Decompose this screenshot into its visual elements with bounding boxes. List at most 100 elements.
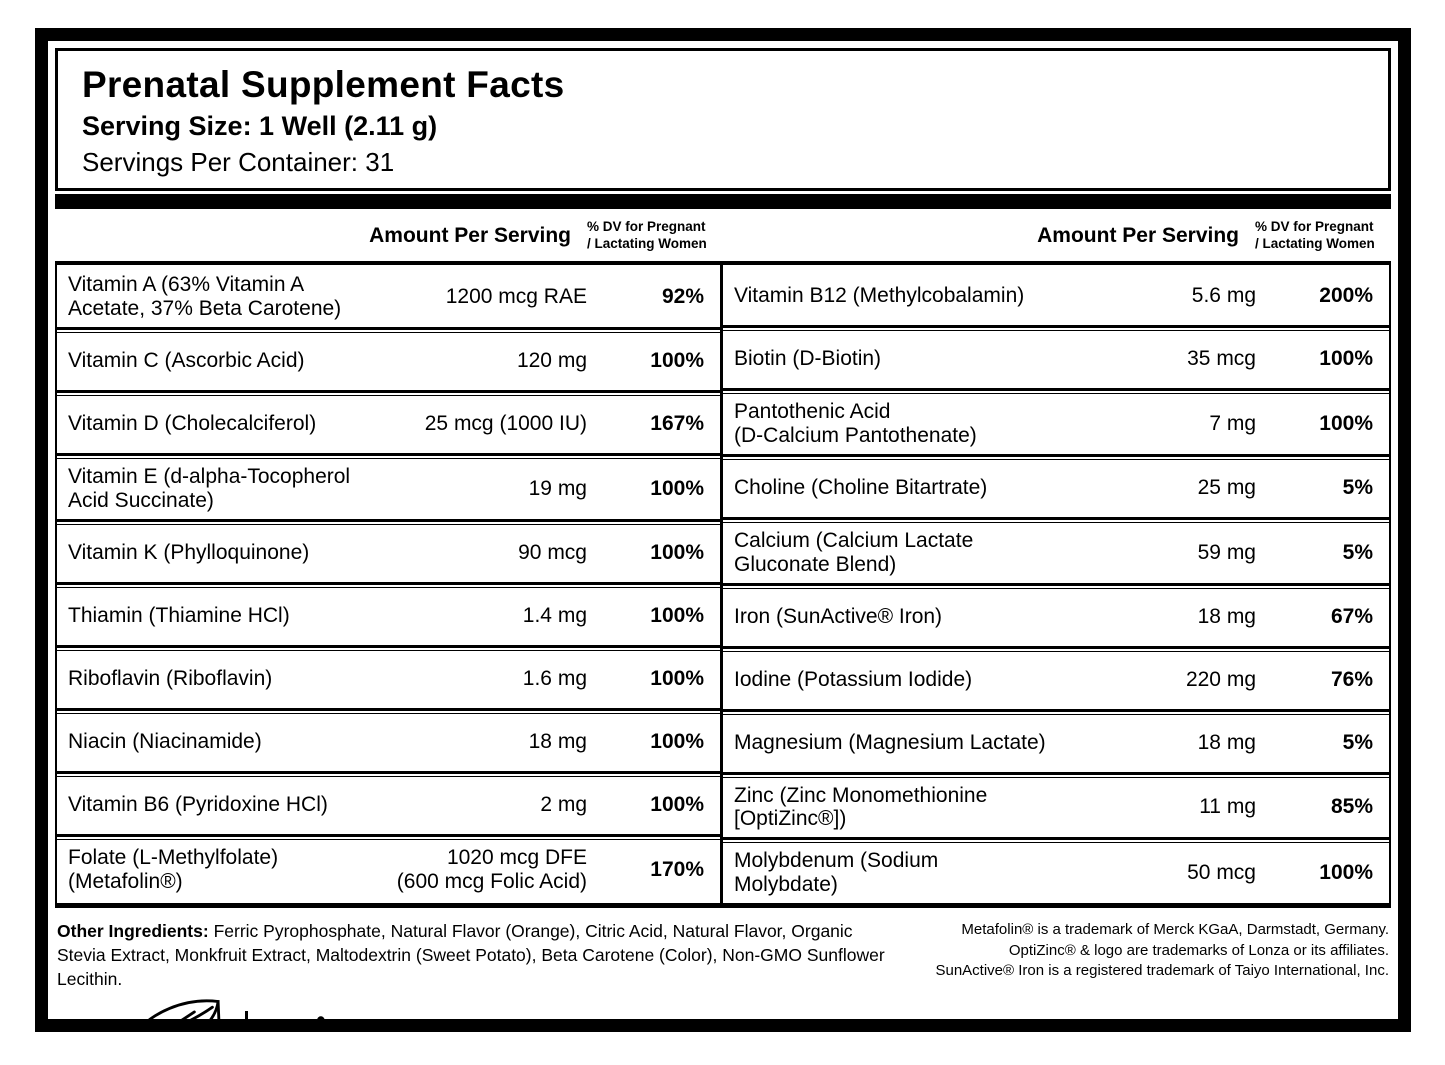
nutrient-name: Niacin (Niacinamide) bbox=[68, 730, 262, 754]
nutrient-dv: 100% bbox=[650, 349, 704, 373]
nutrient-name: Iron (SunActive® Iron) bbox=[734, 605, 943, 629]
amount-per-serving-header-left: Amount Per Serving bbox=[369, 223, 571, 247]
nutrient-dv: 92% bbox=[661, 284, 704, 308]
nutrient-name: Calcium (Calcium Lactate Gluconate Blend… bbox=[734, 528, 974, 576]
nutrient-amount: 25 mg bbox=[1197, 476, 1256, 500]
table-row: Molybdenum (Sodium Molybdate) 50 mcg 100% bbox=[723, 842, 1389, 903]
footer-text-section: Other Ingredients: Ferric Pyrophosphate,… bbox=[55, 920, 1391, 991]
nutrient-name: Vitamin C (Ascorbic Acid) bbox=[68, 349, 305, 373]
optizinc-o-glyph: Ø bbox=[284, 1015, 320, 1019]
table-row: Vitamin C (Ascorbic Acid) 120 mg 100% bbox=[57, 331, 720, 393]
nutrient-amount: 1.6 mg bbox=[522, 667, 587, 691]
table-row: Iodine (Potassium Iodide) 220 mg 76% bbox=[723, 650, 1389, 712]
nutrient-amount: 1200 mcg RAE bbox=[445, 284, 587, 308]
nutrient-dv: 5% bbox=[1342, 540, 1373, 564]
servings-per-container: Servings Per Container: 31 bbox=[82, 147, 395, 177]
trademark-line: OptiZinc® & logo are trademarks of Lonza… bbox=[1008, 941, 1389, 959]
table-row: Biotin (D-Biotin) 35 mcg 100% bbox=[723, 329, 1389, 391]
table-row: Vitamin K (Phylloquinone) 90 mcg 100% bbox=[57, 523, 720, 585]
nutrient-amount: 59 mg bbox=[1197, 540, 1256, 564]
nutrient-amount: 1020 mcg DFE (600 mcg Folic Acid) bbox=[396, 845, 587, 893]
nutrient-name: Vitamin K (Phylloquinone) bbox=[68, 541, 310, 565]
nutrient-amount: 1.4 mg bbox=[522, 604, 587, 628]
nutrient-name: Vitamin B6 (Pyridoxine HCl) bbox=[68, 793, 328, 817]
orbit-icon bbox=[317, 1016, 325, 1019]
logo-divider bbox=[245, 1011, 249, 1019]
brand-logos: METAFOLIN® Ø ptiZinc® bbox=[55, 999, 1391, 1032]
table-row: Choline (Choline Bitartrate) 25 mg 5% bbox=[723, 458, 1389, 520]
serving-size: Serving Size: 1 Well (2.11 g) bbox=[82, 111, 438, 141]
table-row: Pantothenic Acid (D-Calcium Pantothenate… bbox=[723, 392, 1389, 457]
table-row: Vitamin E (d-alpha-Tocopherol Acid Succi… bbox=[57, 457, 720, 522]
trademark-line: SunActive® Iron is a registered trademar… bbox=[935, 961, 1389, 979]
other-ingredients: Other Ingredients: Ferric Pyrophosphate,… bbox=[57, 920, 896, 991]
table-row: Vitamin D (Cholecalciferol) 25 mcg (1000 … bbox=[57, 394, 720, 456]
other-ingredients-label: Other Ingredients: bbox=[57, 921, 209, 942]
column-headers: Amount Per Serving % DV for Pregnant / L… bbox=[55, 209, 1391, 265]
trademark-notes: Metafolin® is a trademark of Merck KGaA,… bbox=[896, 920, 1389, 991]
nutrient-dv: 100% bbox=[1319, 411, 1373, 435]
nutrient-dv: 5% bbox=[1342, 476, 1373, 500]
nutrient-amount: 18 mg bbox=[528, 730, 587, 754]
table-row: Vitamin A (63% Vitamin A Acetate, 37% Be… bbox=[57, 267, 720, 330]
nutrient-name: Riboflavin (Riboflavin) bbox=[68, 667, 273, 691]
nutrient-amount: 25 mcg (1000 IU) bbox=[424, 412, 587, 436]
nutrient-amount: 90 mcg bbox=[518, 541, 587, 565]
nutrient-dv: 100% bbox=[650, 604, 704, 627]
registered-mark: ® bbox=[465, 1017, 478, 1032]
nutrient-amount: 7 mg bbox=[1209, 411, 1256, 435]
other-ingredients-list: Ferric Pyrophosphate, Natural Flavor (Or… bbox=[57, 921, 885, 989]
nutrient-table: Vitamin A (63% Vitamin A Acetate, 37% Be… bbox=[55, 264, 1391, 909]
nutrient-name: Vitamin E (d-alpha-Tocopherol Acid Succi… bbox=[68, 464, 351, 512]
nutrient-dv: 170% bbox=[650, 857, 704, 881]
nutrient-name: Thiamin (Thiamine HCl) bbox=[68, 604, 290, 628]
table-row: Calcium (Calcium Lactate Gluconate Blend… bbox=[723, 521, 1389, 586]
table-row: Zinc (Zinc Monomethionine [OptiZinc®]) 11… bbox=[723, 776, 1389, 841]
nutrient-name: Vitamin A (63% Vitamin A Acetate, 37% Be… bbox=[68, 272, 342, 320]
nutrient-amount: 18 mg bbox=[1197, 731, 1256, 755]
nutrient-column-right: Vitamin B12 (Methylcobalamin) 5.6 mg 200% … bbox=[723, 264, 1389, 904]
table-row: Riboflavin (Riboflavin) 1.6 mg 100% bbox=[57, 649, 720, 711]
nutrient-dv: 85% bbox=[1330, 795, 1373, 819]
nutrient-amount: 35 mcg bbox=[1187, 347, 1256, 371]
nutrient-amount: 50 mcg bbox=[1187, 861, 1256, 885]
nutrient-amount: 5.6 mg bbox=[1191, 283, 1256, 307]
optizinc-o: Ø bbox=[284, 1014, 325, 1019]
nutrient-amount: 11 mg bbox=[1199, 795, 1256, 819]
nutrient-dv: 5% bbox=[1342, 731, 1373, 754]
nutrient-dv: 100% bbox=[650, 667, 704, 690]
nutrient-name: Magnesium (Magnesium Lactate) bbox=[734, 731, 1046, 755]
nutrient-amount: 2 mg bbox=[540, 793, 587, 817]
nutrient-name: Folate (L-Methylfolate) (Metafolin®) bbox=[68, 845, 279, 893]
nutrient-name: Biotin (D-Biotin) bbox=[734, 347, 882, 371]
trademark-line: Metafolin® is a trademark of Merck KGaA,… bbox=[961, 921, 1389, 939]
nutrient-dv: 100% bbox=[1319, 861, 1373, 885]
nutrient-name: Vitamin B12 (Methylcobalamin) bbox=[734, 283, 1025, 307]
nutrient-name: Pantothenic Acid (D-Calcium Pantothenate… bbox=[734, 399, 977, 447]
nutrient-amount: 220 mg bbox=[1185, 668, 1256, 692]
nutrient-name: Zinc (Zinc Monomethionine [OptiZinc®]) bbox=[734, 783, 988, 831]
table-row: Iron (SunActive® Iron) 18 mg 67% bbox=[723, 587, 1389, 649]
header-box: Prenatal Supplement Facts Serving Size: … bbox=[55, 48, 1391, 191]
table-row: Niacin (Niacinamide) 18 mg 100% bbox=[57, 712, 720, 774]
nutrient-amount: 18 mg bbox=[1197, 605, 1256, 629]
table-row: Vitamin B6 (Pyridoxine HCl) 2 mg 100% bbox=[57, 775, 720, 837]
optizinc-logo: Ø ptiZinc® bbox=[284, 1014, 478, 1032]
nutrient-dv: 67% bbox=[1330, 605, 1373, 628]
nutrient-column-left: Vitamin A (63% Vitamin A Acetate, 37% Be… bbox=[57, 264, 723, 904]
nutrient-amount: 120 mg bbox=[516, 349, 587, 373]
nutrient-dv: 100% bbox=[1319, 347, 1373, 371]
table-row: Thiamin (Thiamine HCl) 1.4 mg 100% bbox=[57, 586, 720, 648]
nutrient-name: Choline (Choline Bitartrate) bbox=[734, 476, 988, 500]
table-row: Folate (L-Methylfolate) (Metafolin®) 1020… bbox=[57, 838, 720, 900]
nutrient-dv: 167% bbox=[650, 412, 704, 436]
leaf-icon bbox=[147, 999, 221, 1019]
nutrient-dv: 100% bbox=[650, 541, 704, 564]
column-header-right: Amount Per Serving % DV for Pregnant / L… bbox=[723, 209, 1391, 261]
nutrient-amount: 19 mg bbox=[528, 476, 587, 500]
table-row: Magnesium (Magnesium Lactate) 18 mg 5% bbox=[723, 713, 1389, 775]
nutrient-dv: 100% bbox=[650, 476, 704, 500]
nutrient-dv: 100% bbox=[650, 793, 704, 816]
dv-header-left: % DV for Pregnant / Lactating Women bbox=[587, 219, 707, 251]
